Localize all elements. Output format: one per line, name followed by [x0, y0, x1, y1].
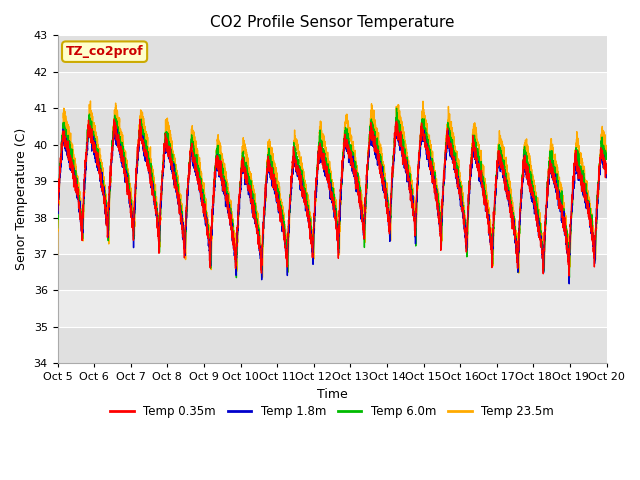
Bar — [58, 36, 607, 72]
Bar — [58, 108, 607, 144]
Bar — [58, 254, 607, 290]
Bar — [58, 144, 607, 181]
Title: CO2 Profile Sensor Temperature: CO2 Profile Sensor Temperature — [210, 15, 454, 30]
Bar — [58, 72, 607, 108]
Text: TZ_co2prof: TZ_co2prof — [66, 45, 143, 58]
Y-axis label: Senor Temperature (C): Senor Temperature (C) — [15, 128, 28, 271]
Legend: Temp 0.35m, Temp 1.8m, Temp 6.0m, Temp 23.5m: Temp 0.35m, Temp 1.8m, Temp 6.0m, Temp 2… — [106, 401, 559, 423]
Bar — [58, 327, 607, 363]
Bar — [58, 181, 607, 217]
Bar — [58, 290, 607, 327]
Bar — [58, 217, 607, 254]
X-axis label: Time: Time — [317, 388, 348, 401]
